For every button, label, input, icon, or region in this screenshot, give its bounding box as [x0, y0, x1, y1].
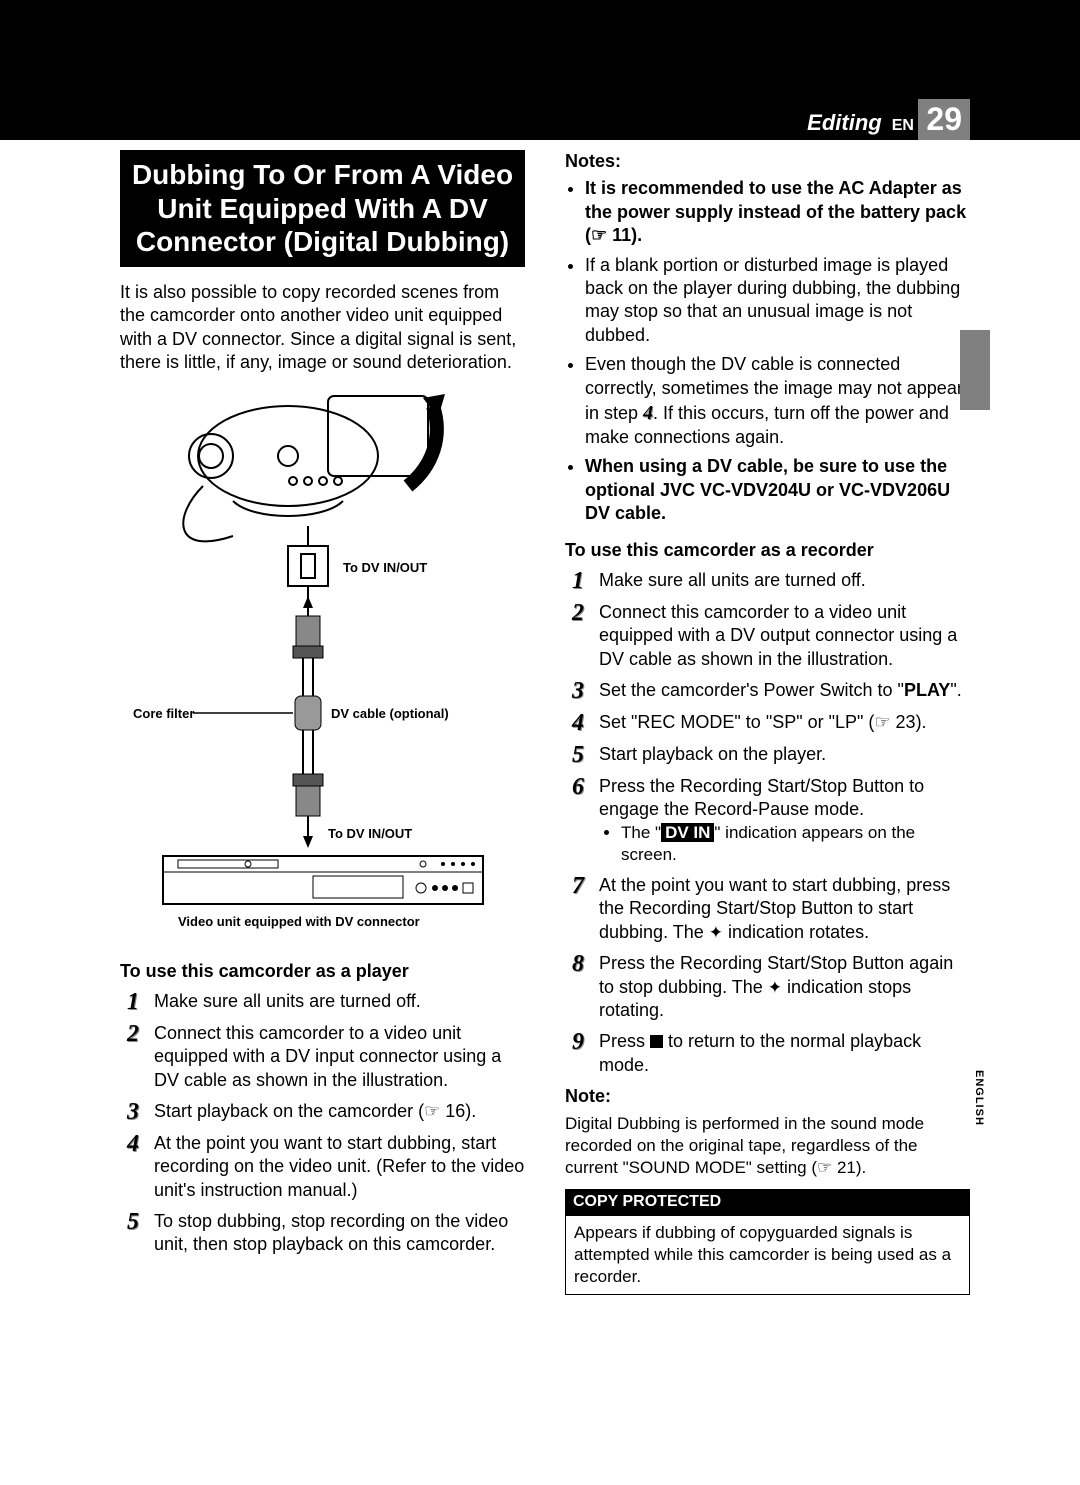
- left-column: Dubbing To Or From A Video Unit Equipped…: [120, 150, 525, 1295]
- step-text: At the point you want to start dubbing, …: [154, 1132, 525, 1202]
- header-bar: Editing EN 29: [807, 99, 970, 140]
- step-text: Set "REC MODE" to "SP" or "LP" (☞ 23).: [599, 711, 970, 735]
- step-text: Set the camcorder's Power Switch to "PLA…: [599, 679, 970, 703]
- section-name: Editing: [807, 110, 882, 136]
- dia-label-cable: DV cable (optional): [331, 706, 449, 721]
- step-number-icon: 3: [565, 679, 591, 703]
- notes-heading: Notes:: [565, 150, 970, 173]
- side-tab: [960, 330, 990, 410]
- content-columns: Dubbing To Or From A Video Unit Equipped…: [0, 140, 1080, 1355]
- note2-heading: Note:: [565, 1085, 970, 1108]
- step-number-icon: 4: [565, 711, 591, 735]
- step-number-icon: 9: [565, 1030, 591, 1077]
- notes-list: It is recommended to use the AC Adapter …: [585, 177, 970, 525]
- step-text: To stop dubbing, stop recording on the v…: [154, 1210, 525, 1257]
- connection-diagram: To DV IN/OUT Core filter DV cable (optio…: [133, 386, 513, 946]
- note-item: Even though the DV cable is connected co…: [585, 353, 970, 449]
- player-steps: 1 Make sure all units are turned off. 2Co…: [120, 990, 525, 1257]
- step-text: Start playback on the camcorder (☞ 16).: [154, 1100, 525, 1124]
- note-item: When using a DV cable, be sure to use th…: [585, 455, 970, 525]
- step-text: Start playback on the player.: [599, 743, 970, 767]
- player-heading: To use this camcorder as a player: [120, 960, 525, 983]
- dia-label-core: Core filter: [133, 706, 194, 721]
- copy-protected-heading: COPY PROTECTED: [565, 1189, 970, 1216]
- note2-text: Digital Dubbing is performed in the soun…: [565, 1113, 970, 1179]
- sub-note: The "DV IN" indication appears on the sc…: [621, 822, 970, 866]
- main-title: Dubbing To Or From A Video Unit Equipped…: [120, 150, 525, 267]
- step-number-icon: 2: [120, 1022, 146, 1092]
- step-text: Press the Recording Start/Stop Button ag…: [599, 952, 970, 1022]
- recorder-steps: 1 Make sure all units are turned off. 2Co…: [565, 569, 970, 1077]
- right-column: Notes: It is recommended to use the AC A…: [565, 150, 970, 1295]
- rotate-icon: ✦: [709, 923, 723, 942]
- dv-in-indicator: DV IN: [661, 823, 714, 842]
- manual-page: Editing EN 29 ENGLISH Dubbing To Or From…: [0, 0, 1080, 1355]
- step-number-icon: 6: [565, 775, 591, 866]
- dia-label-dv1: To DV IN/OUT: [343, 560, 427, 575]
- top-black-band: Editing EN 29: [0, 0, 1080, 140]
- step-text: Connect this camcorder to a video unit e…: [154, 1022, 525, 1092]
- recorder-heading: To use this camcorder as a recorder: [565, 539, 970, 562]
- step-text: Press to return to the normal playback m…: [599, 1030, 970, 1077]
- step-text: Make sure all units are turned off.: [154, 990, 525, 1014]
- step4-inline-icon: 4: [643, 402, 653, 424]
- dia-caption: Video unit equipped with DV connector: [178, 914, 420, 929]
- lang-code: EN: [892, 117, 914, 134]
- step-number-icon: 7: [565, 874, 591, 944]
- step-number-icon: 5: [120, 1210, 146, 1257]
- step-text: At the point you want to start dubbing, …: [599, 874, 970, 944]
- note-item: It is recommended to use the AC Adapter …: [585, 177, 970, 247]
- step-number-icon: 5: [565, 743, 591, 767]
- page-number: 29: [918, 99, 970, 140]
- stop-icon: [650, 1035, 663, 1048]
- step-number-icon: 3: [120, 1100, 146, 1124]
- dia-label-dv2: To DV IN/OUT: [328, 826, 412, 841]
- step-text: Press the Recording Start/Stop Button to…: [599, 775, 970, 866]
- intro-text: It is also possible to copy recorded sce…: [120, 281, 525, 375]
- step-number-icon: 1: [120, 990, 146, 1014]
- note-item: If a blank portion or disturbed image is…: [585, 254, 970, 348]
- language-side-label: ENGLISH: [973, 1070, 985, 1126]
- step-text: Make sure all units are turned off.: [599, 569, 970, 593]
- rotate-icon: ✦: [768, 978, 782, 997]
- copy-protected-body: Appears if dubbing of copyguarded signal…: [565, 1216, 970, 1295]
- step-number-icon: 2: [565, 601, 591, 671]
- step-text: Connect this camcorder to a video unit e…: [599, 601, 970, 671]
- step-number-icon: 1: [565, 569, 591, 593]
- step-number-icon: 8: [565, 952, 591, 1022]
- step-number-icon: 4: [120, 1132, 146, 1202]
